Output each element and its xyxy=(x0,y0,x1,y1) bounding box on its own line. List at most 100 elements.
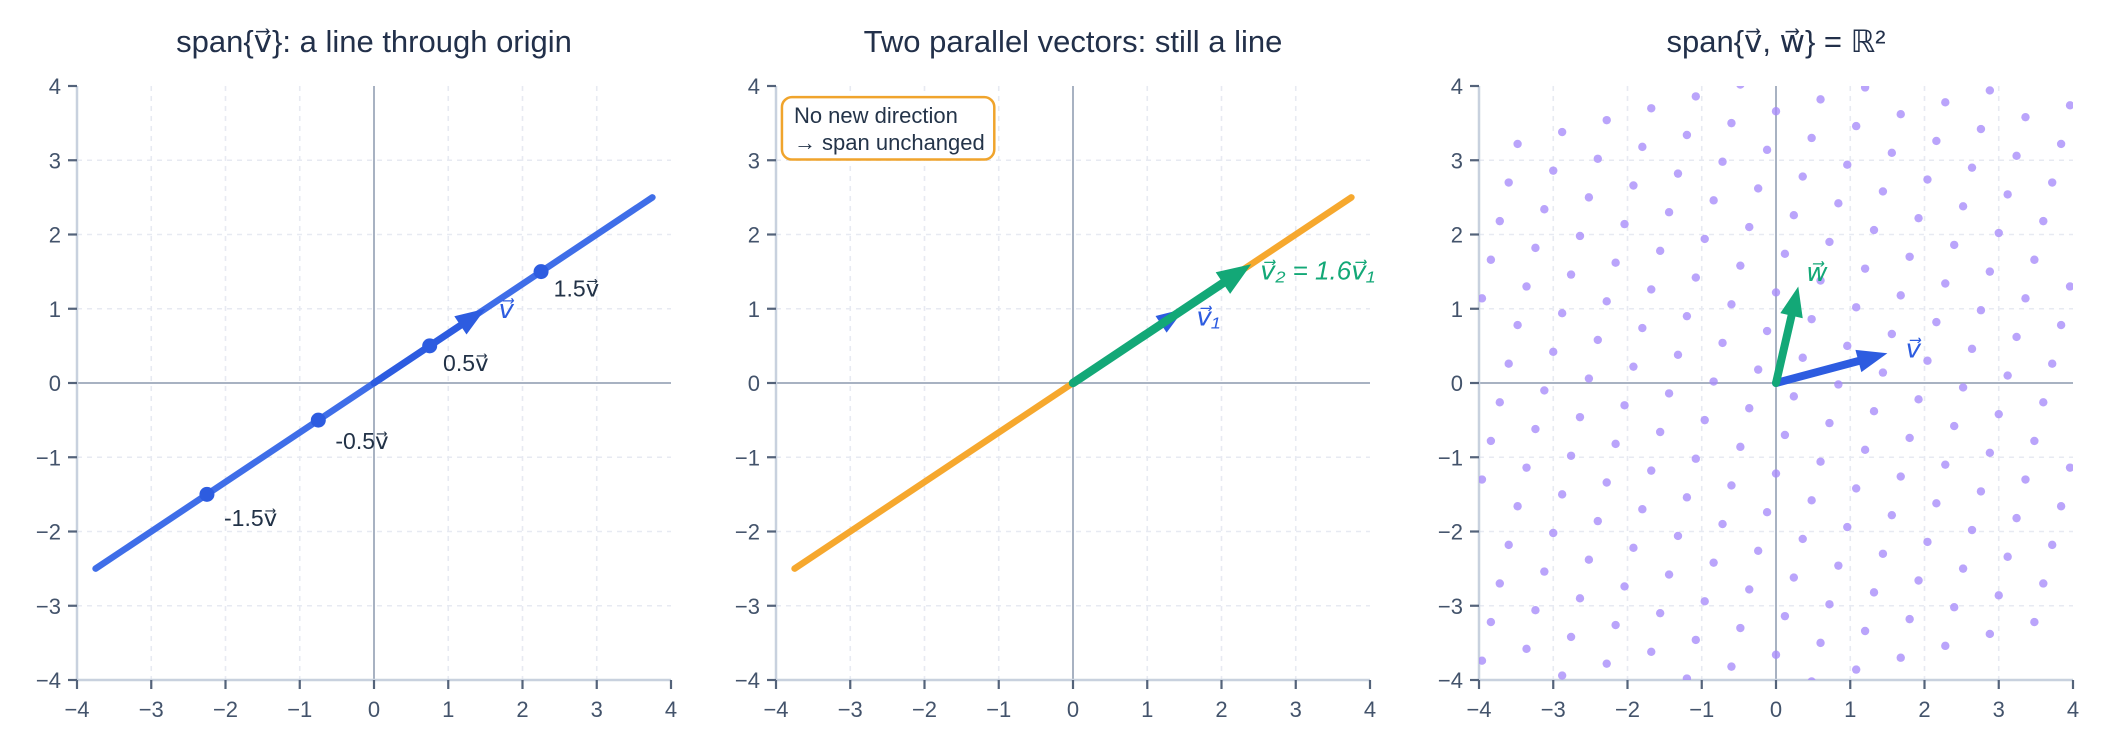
lattice-dot xyxy=(1584,555,1594,564)
lattice-dot xyxy=(1602,659,1611,668)
lattice-dot xyxy=(1531,243,1540,253)
lattice-dot xyxy=(1486,617,1496,627)
lattice-dot xyxy=(1789,210,1799,220)
lattice-dot xyxy=(1718,519,1727,529)
lattice-dot xyxy=(1878,549,1888,558)
x-tick-label: 1 xyxy=(442,697,454,722)
lattice-dot xyxy=(2012,332,2021,342)
lattice-dot xyxy=(1664,570,1674,579)
lattice-dot xyxy=(1718,157,1727,166)
x-tick-label: 4 xyxy=(1364,697,1376,722)
lattice-dot xyxy=(1655,246,1665,256)
lattice-dot xyxy=(2048,359,2057,368)
lattice-dot xyxy=(1878,187,1888,196)
x-tick-label: 3 xyxy=(1290,697,1302,722)
x-tick-label: 1 xyxy=(1844,697,1856,722)
lattice-dot xyxy=(1727,481,1736,490)
lattice-dot xyxy=(1958,202,1968,211)
y-tick-label: −4 xyxy=(735,668,760,693)
lattice-dot xyxy=(1584,193,1594,202)
lattice-dot xyxy=(1647,104,1656,113)
x-tick-label: 3 xyxy=(591,697,603,722)
vector-arrow-2-head xyxy=(1215,264,1252,294)
lattice-dot xyxy=(2021,294,2030,303)
lattice-dot xyxy=(2065,463,2073,472)
lattice-dot xyxy=(1664,208,1674,217)
lattice-dot xyxy=(1985,629,1995,639)
lattice-dot xyxy=(1851,303,1861,312)
lattice-dot xyxy=(1540,205,1549,214)
lattice-dot xyxy=(1495,216,1504,226)
lattice-dot xyxy=(1905,433,1914,443)
x-tick-label: −3 xyxy=(838,697,863,722)
lattice-dot xyxy=(1950,240,1959,250)
lattice-dot xyxy=(1549,528,1558,538)
y-tick-label: 1 xyxy=(748,297,760,322)
x-tick-label: −4 xyxy=(64,697,89,722)
lattice-dot xyxy=(1798,172,1807,181)
lattice-dot xyxy=(1557,671,1567,680)
x-tick-label: 3 xyxy=(1993,697,2005,722)
lattice-dot xyxy=(1522,644,1531,654)
lattice-dot xyxy=(1860,264,1870,273)
lattice-dot xyxy=(1611,439,1620,449)
lattice-dot xyxy=(2048,178,2057,187)
y-tick-label: −1 xyxy=(36,445,61,470)
panel-1: −4 −3 −2 −1 0 1 2 3 4 −4 −3 −2 −1 0 1 2 3 4 span{v⃗}: a li… xyxy=(36,24,677,722)
lattice-dot xyxy=(1762,507,1772,517)
lattice-dot xyxy=(1771,288,1781,297)
lattice-dot xyxy=(1647,466,1656,475)
lattice-dot xyxy=(1807,496,1816,505)
lattice-dot xyxy=(1638,323,1647,333)
lattice-dot xyxy=(1620,219,1629,229)
lattice-dot xyxy=(1745,585,1754,594)
lattice-dot xyxy=(1887,510,1897,520)
lattice-dot xyxy=(1745,404,1754,413)
lattice-dot xyxy=(1736,261,1745,270)
lattice-dot xyxy=(2021,112,2030,122)
x-tick-label: −1 xyxy=(1689,697,1714,722)
lattice-dot xyxy=(1896,653,1905,662)
lattice-dot xyxy=(1479,656,1487,665)
point-label: 0.5v⃗ xyxy=(443,350,489,376)
v-arrow-head xyxy=(1855,349,1888,373)
lattice-dot xyxy=(1727,662,1736,671)
vector-label-2: v⃗₂ = 1.6v⃗₁ xyxy=(1260,256,1375,286)
lattice-dot xyxy=(1994,228,2003,238)
y-tick-label: 0 xyxy=(1451,371,1463,396)
lattice-dot xyxy=(1691,92,1701,101)
lattice-dot xyxy=(1994,409,2003,419)
y-tick-label: 1 xyxy=(1451,297,1463,322)
lattice-dot xyxy=(1771,469,1781,478)
lattice-dot xyxy=(1950,421,1959,431)
lattice-dot xyxy=(1843,341,1852,351)
lattice-dot xyxy=(1709,196,1718,205)
lattice-dot xyxy=(1566,270,1576,279)
annotation-line-1: No new direction xyxy=(794,103,958,128)
lattice-dot xyxy=(1798,353,1807,362)
lattice-dot xyxy=(1914,395,1923,404)
y-tick-label: 2 xyxy=(49,223,61,248)
lattice-dot xyxy=(2056,139,2066,149)
lattice-dot xyxy=(2030,436,2039,446)
scaled-point xyxy=(310,412,326,428)
lattice-dot xyxy=(1504,178,1513,187)
lattice-dot xyxy=(1896,291,1905,300)
lattice-dot xyxy=(1878,368,1888,377)
lattice-dot xyxy=(1932,136,1941,146)
lattice-dot xyxy=(1700,415,1709,425)
y-tick-label: −1 xyxy=(735,445,760,470)
x-tick-label: 2 xyxy=(1918,697,1930,722)
lattice-dot xyxy=(1923,356,1932,365)
lattice-dot xyxy=(1789,392,1799,401)
lattice-dot xyxy=(1691,635,1701,645)
lattice-dot xyxy=(1575,594,1585,603)
lattice-dot xyxy=(2021,475,2030,484)
lattice-dot xyxy=(2039,216,2048,226)
lattice-dot xyxy=(1985,448,1995,457)
lattice-dot xyxy=(1700,597,1709,606)
y-tick-label: 0 xyxy=(49,371,61,396)
lattice-dot xyxy=(1682,674,1692,680)
lattice-dot xyxy=(1557,127,1567,137)
lattice-dot xyxy=(1843,522,1852,532)
